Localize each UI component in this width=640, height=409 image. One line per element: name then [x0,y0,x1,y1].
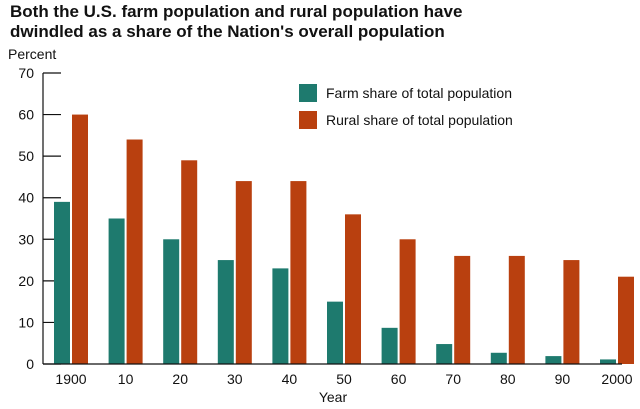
rural-share-bar-20 [181,160,198,364]
rural-share-bar-60 [399,239,416,364]
farm-share-bar-30 [217,260,234,364]
y-tick-label: 70 [18,65,34,81]
farm-share-bar-40 [272,268,289,364]
farm-share-bar-60 [381,327,398,364]
x-tick-label: 40 [282,371,298,387]
farm-share-bar-90 [545,356,562,364]
x-tick-label: 90 [555,371,571,387]
y-tick-label: 10 [18,314,34,330]
rural-share-bar-70 [454,255,471,364]
y-tick-label: 50 [18,148,34,164]
x-tick-label: 70 [445,371,461,387]
rural-share-bar-90 [563,260,580,364]
y-tick-label: 20 [18,273,34,289]
x-tick-label: 50 [336,371,352,387]
legend-label-farm: Farm share of total population [326,85,512,101]
x-axis-label: Year [319,389,348,405]
rural-share-bar-1900 [72,114,88,364]
y-tick-label: 60 [18,107,34,123]
y-tick-label: 0 [26,356,34,372]
farm-share-bar-50 [327,301,343,364]
chart-title: Both the U.S. farm population and rural … [10,2,630,42]
x-tick-label: 60 [391,371,407,387]
legend-label-rural: Rural share of total population [326,112,513,128]
rural-share-bar-40 [290,181,307,364]
rural-share-bar-80 [508,255,525,364]
x-tick-label: 10 [118,371,134,387]
farm-share-bar-1900 [54,201,70,364]
x-tick-label: 80 [500,371,516,387]
x-tick-label: 30 [227,371,243,387]
rural-share-bar-50 [345,214,361,364]
x-tick-label: 1900 [55,371,86,387]
rural-share-bar-10 [126,139,143,364]
chart-title-line-2: dwindled as a share of the Nation's over… [10,22,445,41]
chart-title-line-1: Both the U.S. farm population and rural … [10,2,463,21]
farm-share-bar-10 [108,218,125,364]
rural-share-bar-30 [235,181,252,364]
y-tick-label: 40 [18,190,34,206]
farm-share-bar-80 [490,352,507,364]
farm-share-bar-20 [163,239,180,364]
legend-swatch-farm [299,84,317,102]
farm-share-bar-2000 [600,359,616,364]
legend-swatch-rural [299,111,317,129]
rural-share-bar-2000 [618,276,634,364]
x-tick-label: 2000 [601,371,632,387]
farm-share-bar-70 [436,344,453,364]
y-axis-label: Percent [8,46,56,62]
x-tick-label: 20 [172,371,188,387]
y-tick-label: 30 [18,231,34,247]
